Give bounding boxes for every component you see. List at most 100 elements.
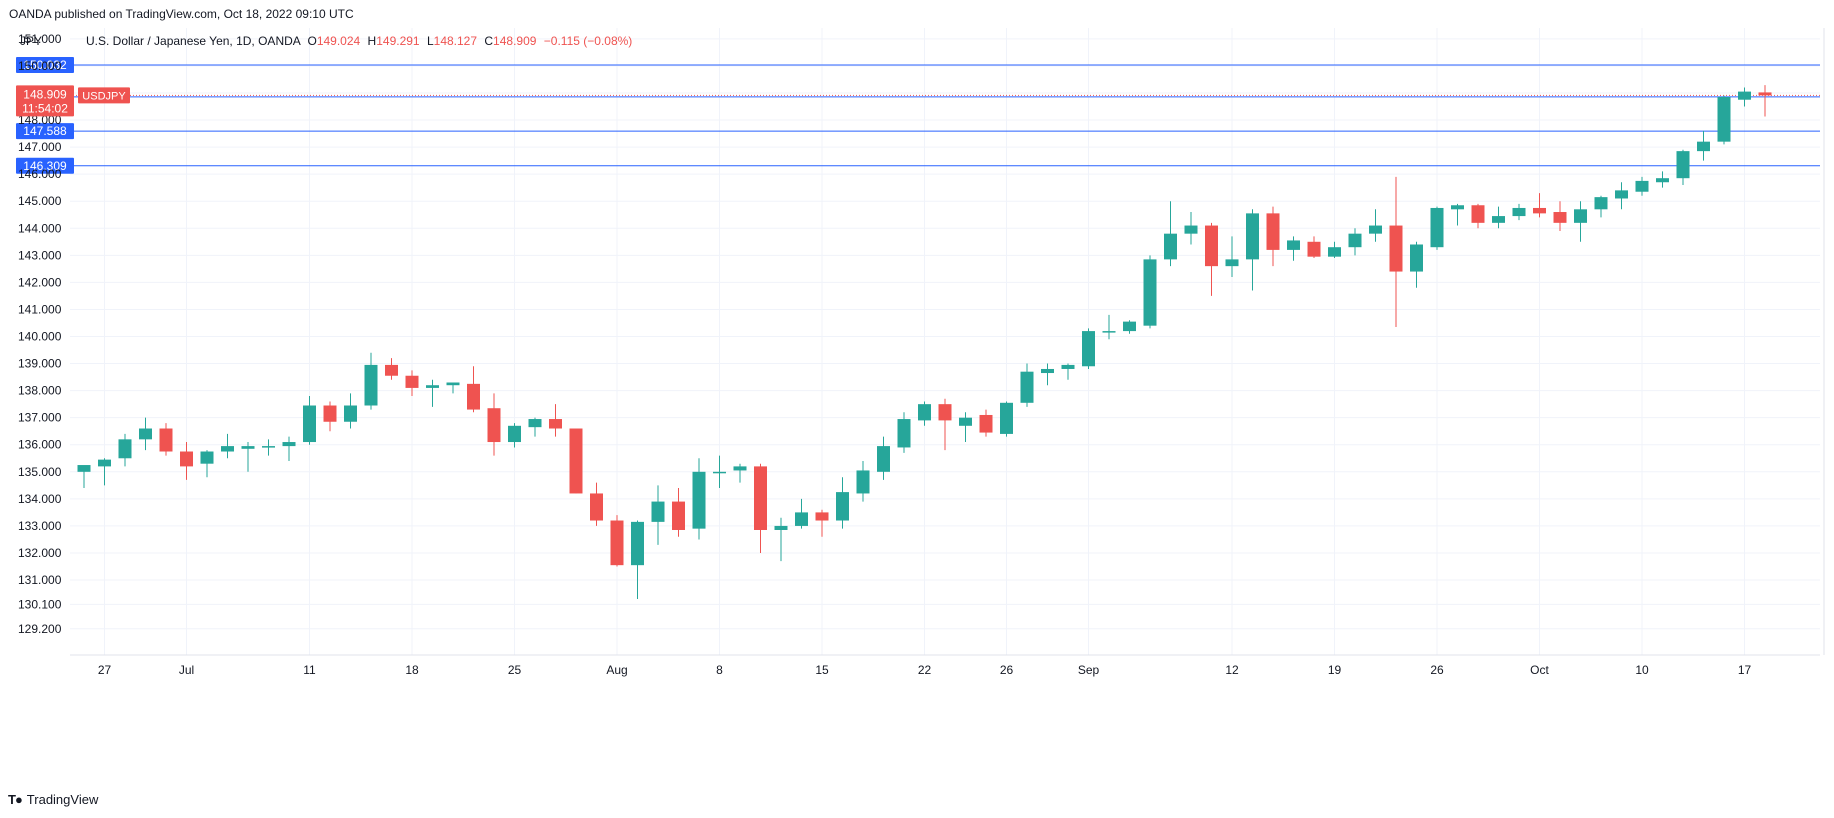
candle[interactable] [241,442,255,472]
candle[interactable] [1082,328,1095,369]
candle[interactable] [1369,209,1382,242]
candle[interactable] [1246,209,1259,291]
candle[interactable] [651,485,665,545]
candle[interactable] [774,517,788,562]
candle[interactable] [877,436,890,480]
candle[interactable] [1389,176,1403,328]
candle[interactable] [446,382,460,394]
candle[interactable] [1697,130,1710,161]
candle[interactable] [1574,201,1587,242]
candle[interactable] [467,366,480,413]
candle[interactable] [692,458,706,540]
candle[interactable] [1225,236,1239,277]
candle[interactable] [1000,401,1013,437]
candle[interactable] [938,398,952,451]
candle[interactable] [1205,222,1218,296]
candle-body [631,521,644,566]
candle[interactable] [733,463,747,483]
candle[interactable] [1307,236,1321,259]
candle[interactable] [1348,228,1362,256]
candle[interactable] [1020,363,1034,407]
candle[interactable] [1184,212,1198,245]
candle[interactable] [385,358,398,380]
candle[interactable] [1758,85,1772,117]
candle[interactable] [590,482,603,526]
y-tick-label: 130.100 [18,597,62,611]
x-tick-label: Jul [179,663,194,677]
candle[interactable] [897,412,911,453]
candle-body [1287,240,1300,250]
candle[interactable] [1471,203,1485,229]
candle[interactable] [1451,203,1464,226]
candle-body [1164,233,1177,260]
candle[interactable] [528,417,542,437]
candle[interactable] [856,460,870,502]
candle[interactable] [979,409,993,437]
candle[interactable] [1164,201,1177,267]
open-value: 149.024 [317,34,361,48]
candle[interactable] [77,465,91,489]
candle[interactable] [323,401,337,432]
candle[interactable] [959,412,972,443]
candle[interactable] [631,520,644,599]
candle-body [508,425,521,443]
candle[interactable] [1143,255,1157,329]
candle[interactable] [200,450,214,478]
candle[interactable] [221,433,234,459]
candle[interactable] [508,423,521,448]
candle[interactable] [139,417,152,451]
candle[interactable] [1656,171,1669,188]
candle[interactable] [1512,203,1526,221]
candle[interactable] [569,428,583,494]
candle-body [1717,97,1731,142]
candle[interactable] [1738,87,1751,107]
candle[interactable] [1615,182,1628,210]
candle[interactable] [549,404,562,437]
candle[interactable] [1123,320,1136,334]
candle[interactable] [1492,206,1505,229]
candle[interactable] [836,477,849,529]
candle[interactable] [795,498,808,529]
candle[interactable] [672,488,685,537]
candle[interactable] [918,401,931,426]
candle[interactable] [426,379,439,407]
candle[interactable] [1717,95,1731,145]
x-tick-label: 12 [1225,663,1239,677]
candle[interactable] [1635,176,1649,196]
price-level-label-bg [16,57,74,74]
candle[interactable] [487,393,501,456]
candle[interactable] [405,370,419,397]
candle[interactable] [1553,201,1567,231]
candle[interactable] [1676,149,1690,185]
candle[interactable] [815,509,829,537]
candle[interactable] [1061,363,1075,380]
candle[interactable] [1102,314,1116,340]
candle-body [1205,225,1218,267]
tradingview-logo[interactable]: T● TradingView [8,792,98,807]
candle[interactable] [1533,193,1546,218]
candle[interactable] [713,455,726,489]
candle-body [1758,92,1772,96]
candle[interactable] [1410,241,1423,288]
candle[interactable] [610,515,624,567]
candle[interactable] [1430,206,1444,250]
candle[interactable] [1594,195,1608,218]
candle[interactable] [98,458,111,486]
candle[interactable] [262,439,275,456]
candle[interactable] [159,423,173,456]
y-tick-label: 129.200 [18,622,62,636]
candle[interactable] [180,442,193,480]
y-tick-label: 131.000 [18,573,62,587]
candle[interactable] [1266,206,1280,267]
candle[interactable] [754,463,767,553]
candle[interactable] [282,436,296,461]
candle[interactable] [344,393,357,429]
candle[interactable] [118,433,132,467]
tradingview-logo-icon: T● [8,792,23,807]
candle[interactable] [303,396,316,445]
candle[interactable] [1287,236,1300,261]
candle[interactable] [1041,363,1054,386]
candle[interactable] [1328,241,1341,259]
candle[interactable] [364,352,378,410]
